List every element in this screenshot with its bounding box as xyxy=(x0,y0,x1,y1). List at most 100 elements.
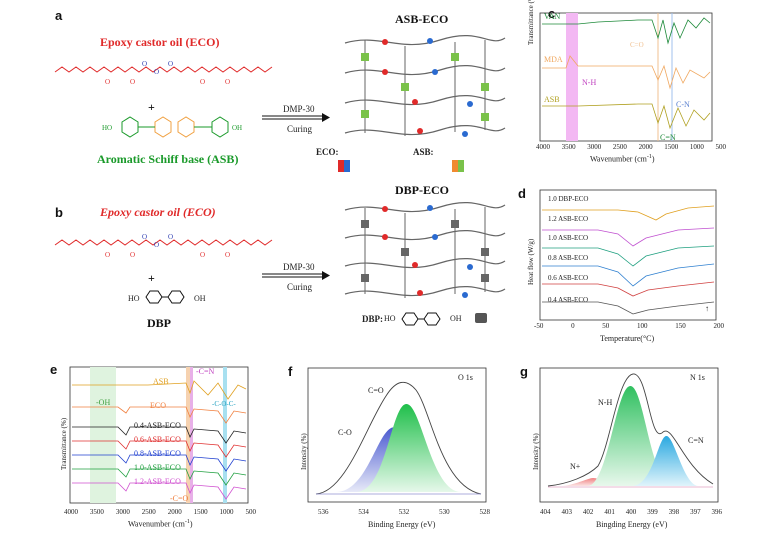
dbp-structure-b xyxy=(145,290,185,304)
xticks-g: 404 403 402 401 400 399 398 397 396 xyxy=(540,508,722,516)
svg-text:O: O xyxy=(130,251,135,259)
xlabel-end: ) xyxy=(651,154,655,164)
svg-text:O: O xyxy=(225,251,230,259)
panel-label-e: e xyxy=(50,362,58,377)
xlabel-c: Wavenumber (cm-1) xyxy=(590,154,655,164)
xtick: 3000 xyxy=(115,508,130,516)
xtick: 0 xyxy=(571,322,575,330)
xtick: 3500 xyxy=(561,143,576,151)
dbp-oh-b: OH xyxy=(194,294,206,303)
reaction-arrow-a xyxy=(262,113,330,122)
xtick: 400 xyxy=(625,508,637,516)
ylabel-e: Transmittance (%) xyxy=(60,417,68,470)
xticks-f: 536 534 532 530 528 xyxy=(318,508,490,516)
legend-oh-b: OH xyxy=(450,314,462,323)
product-title-b: DBP-ECO xyxy=(395,183,449,197)
xtick: 1000 xyxy=(219,508,234,516)
eco-structure-a: O O O O O O O xyxy=(54,60,273,86)
arrow-bottom-b: Curing xyxy=(287,282,313,292)
annot-co-c: C=O xyxy=(630,41,644,49)
xtick: 401 xyxy=(604,508,615,516)
svg-text:O: O xyxy=(105,78,110,86)
ylabel-d: Heat flow (W/g) xyxy=(527,238,535,285)
reaction-arrow-b xyxy=(262,271,330,280)
xtick: 398 xyxy=(668,508,680,516)
annot-cn-e: -C=N xyxy=(196,367,215,376)
eco-structure-b: O O O O O O O xyxy=(54,233,273,259)
peak-co-f: C=O xyxy=(368,386,384,395)
xtick: 1500 xyxy=(193,508,208,516)
series-eco-e: ECO xyxy=(150,401,166,410)
asb-legend-icon xyxy=(452,160,464,172)
xtick: 4000 xyxy=(536,143,550,151)
series-10-d: 1.0 ASB-ECO xyxy=(548,234,589,242)
peak-cn-g: C=N xyxy=(688,436,704,445)
eco-title-a: Epoxy castor oil (ECO) xyxy=(100,35,220,49)
series-10-e: 1.0-ASB-ECO xyxy=(134,463,181,472)
svg-text:O: O xyxy=(168,233,173,241)
xlabel-text: Wavenumber (cm xyxy=(128,519,185,529)
xps-chart-f xyxy=(307,367,487,503)
xtick: 2000 xyxy=(167,508,182,516)
svg-text:OH: OH xyxy=(232,124,242,132)
series-04-e: 0.4-ASB-ECO xyxy=(134,421,181,430)
dsc-chart-d xyxy=(539,189,717,321)
xtick: 2500 xyxy=(141,508,156,516)
peak-c-o-f: C-O xyxy=(338,428,352,437)
svg-text:O: O xyxy=(200,251,205,259)
xtick: 397 xyxy=(690,508,701,516)
series-08-e: 0.8-ASB-ECO xyxy=(134,449,181,458)
svg-text:O: O xyxy=(142,60,147,68)
xps-chart-g xyxy=(539,367,719,503)
annot-coc-e: -C-O-C- xyxy=(212,400,236,408)
series-van-c: VAN xyxy=(544,12,561,21)
ylabel-g: Intensity (%) xyxy=(532,433,540,470)
annot-nh-c: N-H xyxy=(582,78,597,87)
annot-cn-c: C-N xyxy=(676,100,690,109)
annot-oh-e: -OH xyxy=(96,398,111,407)
xtick: 396 xyxy=(711,508,723,516)
svg-text:HO: HO xyxy=(102,124,112,132)
svg-text:O: O xyxy=(200,78,205,86)
legend-asb-a: ASB: xyxy=(413,147,434,157)
xlabel-text: Wavenumber (cm xyxy=(590,154,647,164)
dbp-legend-structure xyxy=(401,312,441,326)
xtick: 534 xyxy=(358,508,369,516)
panel-label-b: b xyxy=(55,205,63,220)
legend-dbp-b: DBP: xyxy=(362,314,383,324)
ftir-chart-e xyxy=(69,366,249,504)
eco-legend-icon xyxy=(338,160,350,172)
xtick: 403 xyxy=(561,508,572,516)
endo-arrow-d: ↑ xyxy=(705,304,709,313)
xtick: 532 xyxy=(398,508,410,516)
xtick: 200 xyxy=(713,322,724,330)
plus-a: + xyxy=(148,100,155,114)
xtick: 402 xyxy=(582,508,594,516)
corner-f: O 1s xyxy=(458,373,473,382)
dbp-legend-icon xyxy=(475,313,487,323)
xlabel-g: Bingding Energy (eV) xyxy=(596,520,668,529)
ylabel-c: Transmittance (%) xyxy=(527,0,535,45)
xlabel-e: Wavenumber (cm-1) xyxy=(128,519,193,529)
xtick: 4000 xyxy=(64,508,78,516)
series-06-e: 0.6-ASB-ECO xyxy=(134,435,181,444)
dbp-title-b: DBP xyxy=(147,316,171,330)
series-12-e: 1.2-ASB-ECO xyxy=(134,477,181,486)
xlabel-sup: -1 xyxy=(184,519,190,525)
xticks-d: -50 0 50 100 150 200 xyxy=(534,322,724,330)
xlabel-d: Temperature(°C) xyxy=(600,334,655,343)
arrow-top-b: DMP-30 xyxy=(283,262,315,272)
svg-text:O: O xyxy=(142,233,147,241)
svg-text:O: O xyxy=(154,68,159,76)
series-12-d: 1.2 ASB-ECO xyxy=(548,215,589,223)
xtick: -50 xyxy=(534,322,544,330)
svg-text:O: O xyxy=(168,60,173,68)
plus-b: + xyxy=(148,271,155,285)
svg-text:O: O xyxy=(154,241,159,249)
dbp-eco-network xyxy=(344,202,506,298)
xticks-c: 4000 3500 3000 2500 2000 1500 1000 500 xyxy=(536,143,726,151)
arrow-bottom-a: Curing xyxy=(287,124,313,134)
xtick: 2000 xyxy=(638,143,653,151)
xtick: 528 xyxy=(479,508,491,516)
svg-text:O: O xyxy=(225,78,230,86)
